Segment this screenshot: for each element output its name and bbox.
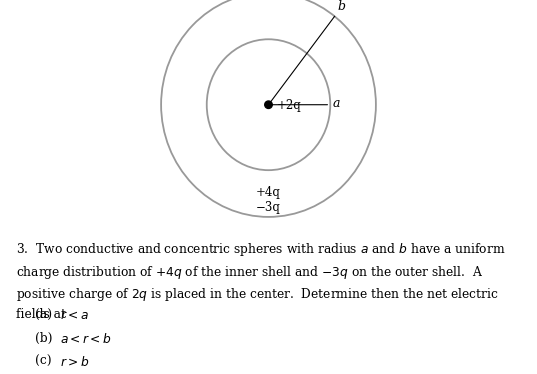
Ellipse shape [265,101,272,108]
Text: $r > b$: $r > b$ [60,355,89,369]
Text: 3.  Two conductive and concentric spheres with radius $a$ and $b$ have a uniform: 3. Two conductive and concentric spheres… [16,241,505,321]
Text: (b): (b) [35,332,53,345]
Text: +4q: +4q [256,186,281,199]
Text: (c): (c) [35,355,52,368]
Text: (a): (a) [35,309,52,322]
Text: −3q: −3q [256,201,281,214]
Text: +2q: +2q [277,99,301,112]
Text: b: b [337,0,345,13]
Text: $a < r < b$: $a < r < b$ [60,332,112,346]
Text: a: a [333,98,340,110]
Text: $r < a$: $r < a$ [60,309,89,322]
